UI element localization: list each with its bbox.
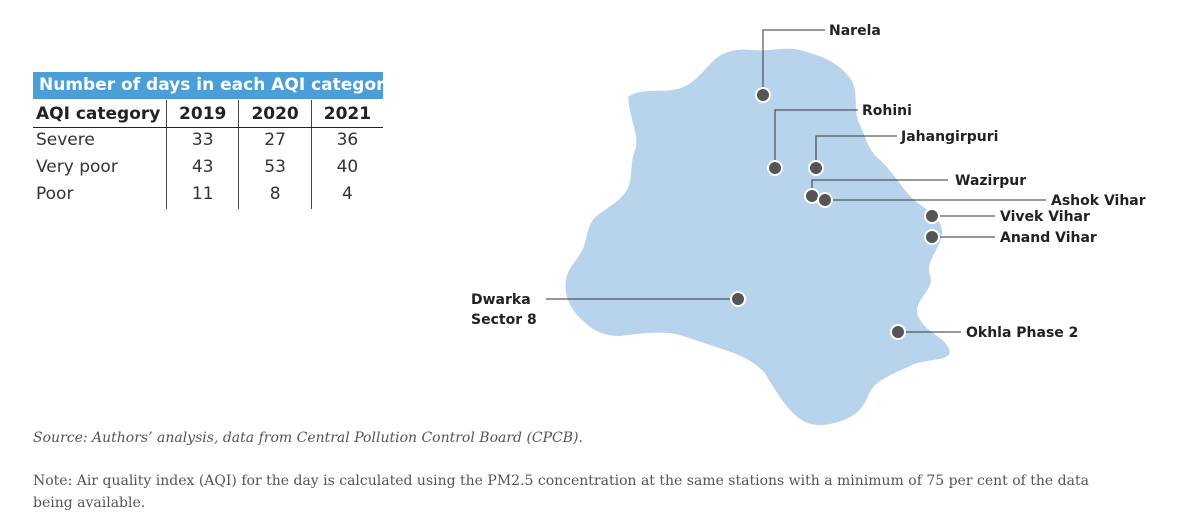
label-wazirpur: Wazirpur: [955, 173, 1026, 189]
marker-ashok-vihar: [817, 192, 833, 208]
leader-line-rohini: [774, 109, 858, 168]
cell-2020: 53: [238, 155, 312, 182]
table-title: Number of days in each AQI category: [33, 72, 396, 99]
header-2020: 2020: [238, 100, 312, 128]
header-2019: 2019: [165, 100, 239, 128]
marker-narela: [755, 87, 771, 103]
table-row: Severe 33 27 36: [33, 127, 383, 155]
aqi-days-table-panel: Number of days in each AQI category AQI …: [33, 72, 396, 209]
label-ashok-vihar: Ashok Vihar: [1051, 193, 1146, 209]
leader-line-jahangirpuri: [815, 135, 897, 168]
label-rohini: Rohini: [862, 103, 912, 119]
label-jahangirpuri: Jahangirpuri: [900, 129, 998, 145]
source-caption: Source: Authors’ analysis, data from Cen…: [33, 430, 583, 446]
leader-line-narela: [762, 29, 825, 95]
label-dwarka-line1: Dwarka: [471, 292, 531, 308]
table-header-row: AQI category 2019 2020 2021: [33, 100, 383, 128]
aqi-days-table: AQI category 2019 2020 2021 Severe 33 27…: [33, 100, 383, 209]
marker-okhla: [890, 324, 906, 340]
table-row: Very poor 43 53 40: [33, 155, 383, 182]
row-category: Severe: [36, 130, 95, 150]
note-caption: Note: Air quality index (AQI) for the da…: [33, 473, 1089, 511]
marker-dwarka: [730, 291, 746, 307]
cell-2019: 11: [165, 182, 239, 209]
cell-2019: 43: [165, 155, 239, 182]
row-category: Very poor: [36, 157, 118, 177]
station-markers: [730, 87, 940, 340]
cell-2020: 27: [238, 127, 312, 155]
table-row: Poor 11 8 4: [33, 182, 383, 209]
row-category: Poor: [36, 184, 74, 204]
cell-2021: 40: [310, 155, 383, 182]
label-narela: Narela: [829, 23, 881, 39]
header-2021: 2021: [310, 100, 383, 128]
cell-2019: 33: [165, 127, 239, 155]
cell-2021: 36: [310, 127, 383, 155]
marker-wazirpur: [804, 188, 820, 204]
cell-2021: 4: [310, 182, 383, 209]
marker-jahangirpuri: [808, 160, 824, 176]
header-aqi-category: AQI category: [33, 100, 167, 128]
marker-vivek-vihar: [924, 208, 940, 224]
marker-anand-vihar: [924, 229, 940, 245]
marker-rohini: [767, 160, 783, 176]
label-dwarka-line2: Sector 8: [471, 312, 537, 328]
delhi-region-shape: [565, 48, 950, 426]
label-vivek-vihar: Vivek Vihar: [1000, 209, 1090, 225]
label-anand-vihar: Anand Vihar: [1000, 230, 1097, 246]
label-okhla: Okhla Phase 2: [966, 325, 1078, 341]
cell-2020: 8: [238, 182, 312, 209]
